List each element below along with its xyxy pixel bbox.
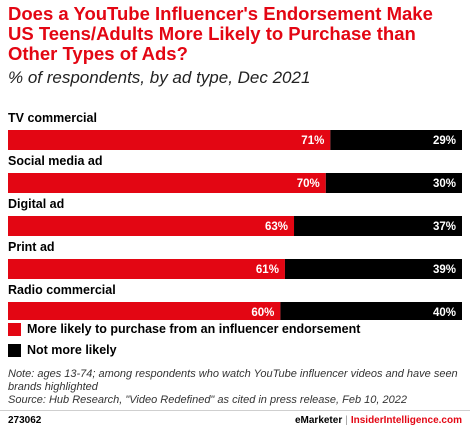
bar-digital-ad-not-likely (294, 216, 462, 236)
legend-swatch-likely (8, 322, 21, 336)
data-label-print-ad-not-likely: 39% (433, 264, 456, 276)
data-label-radio-commercial-likely: 60% (251, 307, 274, 319)
legend-item-likely: More likely to purchase from an influenc… (8, 322, 360, 336)
legend-label-not-likely: Not more likely (27, 343, 117, 357)
brand-insider-intelligence: InsiderIntelligence.com (350, 415, 462, 426)
chart-note: Note: ages 13-74; among respondents who … (8, 368, 463, 407)
data-label-tv-commercial-likely: 71% (301, 135, 324, 147)
footer-divider (0, 410, 470, 411)
source-text: Source: Hub Research, "Video Redefined" … (8, 394, 407, 406)
category-label-print-ad: Print ad (8, 240, 55, 254)
stacked-bar-chart: TV commercial 71% 29% Social media ad 70% 30%… (8, 111, 462, 320)
bar-print-ad-not-likely (284, 259, 462, 279)
category-label-social-media-ad: Social media ad (8, 154, 102, 168)
brand-footer: eMarketer | InsiderIntelligence.com (295, 415, 462, 426)
category-label-digital-ad: Digital ad (8, 197, 64, 211)
bar-print-ad-likely (8, 259, 285, 279)
legend-item-not-likely: Not more likely (8, 343, 117, 357)
chart-subtitle: % of respondents, by ad type, Dec 2021 (8, 68, 311, 87)
bar-radio-commercial-not-likely (280, 302, 462, 320)
data-label-digital-ad-likely: 63% (265, 221, 288, 233)
brand-separator: | (345, 415, 348, 426)
data-label-digital-ad-not-likely: 37% (433, 221, 456, 233)
note-text: Note: ages 13-74; among respondents who … (8, 368, 458, 393)
brand-emarketer: eMarketer (294, 415, 343, 426)
data-label-radio-commercial-not-likely: 40% (433, 307, 456, 319)
bar-tv-commercial-likely (8, 130, 331, 150)
bar-digital-ad-likely (8, 216, 295, 236)
bar-radio-commercial-likely (8, 302, 281, 320)
data-label-social-media-ad-likely: 70% (297, 178, 320, 190)
bar-tv-commercial-not-likely (330, 130, 462, 150)
legend-label-likely: More likely to purchase from an influenc… (27, 322, 361, 336)
legend-swatch-not-likely (8, 343, 21, 357)
category-label-radio-commercial: Radio commercial (8, 283, 116, 297)
data-label-social-media-ad-not-likely: 30% (433, 178, 456, 190)
data-label-tv-commercial-not-likely: 29% (433, 135, 456, 147)
data-label-print-ad-likely: 61% (256, 264, 279, 276)
bar-social-media-ad-likely (8, 173, 326, 193)
chart-id: 273062 (8, 415, 42, 426)
category-label-tv-commercial: TV commercial (8, 111, 97, 125)
chart-title: Does a YouTube Influencer's Endorsement … (8, 3, 433, 64)
bar-social-media-ad-not-likely (325, 173, 462, 193)
